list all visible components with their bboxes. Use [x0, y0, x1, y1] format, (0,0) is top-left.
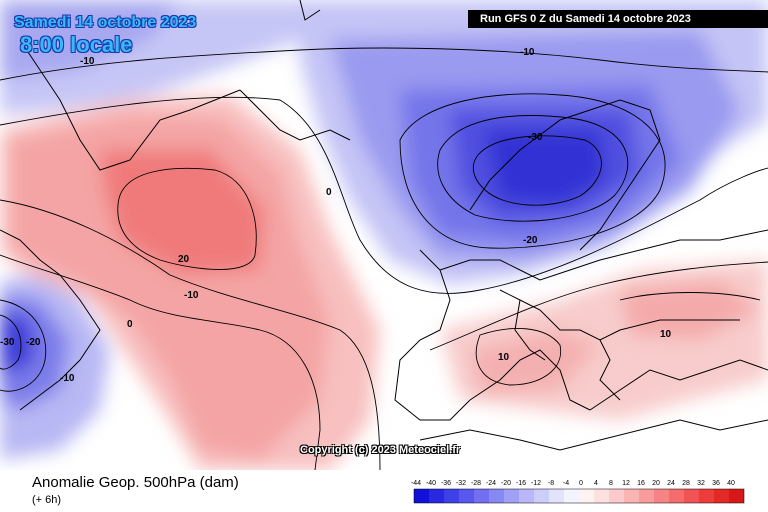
legend-tick-label: 40 — [727, 480, 735, 487]
legend-tick-label: -4 — [563, 480, 569, 487]
legend-swatch — [684, 489, 699, 503]
legend-swatch — [519, 489, 534, 503]
parameter-title: Anomalie Geop. 500hPa (dam) — [32, 474, 239, 491]
color-legend: -44 -40 -36 -32 -28 -24 -20 -16 -12 -8 -4 0 4 8 12 16 20… — [411, 480, 745, 504]
legend-swatch — [459, 489, 474, 503]
legend-swatch — [429, 489, 444, 503]
legend-swatch — [609, 489, 624, 503]
contour-label: -30 — [0, 337, 15, 348]
contour-labels: -10 -10 -30 -20 0 20 -10 0 -30 -20 -10 1… — [0, 47, 672, 384]
legend-tick-label: -36 — [441, 480, 451, 487]
legend-tick-label: 36 — [712, 480, 720, 487]
contour-label: 0 — [127, 319, 133, 330]
contour-label: 0 — [326, 187, 332, 198]
legend-swatch — [624, 489, 639, 503]
legend-tick-label: 16 — [637, 480, 645, 487]
forecast-offset: (+ 6h) — [32, 494, 62, 506]
contour-label: -20 — [26, 337, 41, 348]
legend-tick-label: -44 — [411, 480, 421, 487]
legend-swatch — [564, 489, 579, 503]
legend-swatch — [594, 489, 609, 503]
legend-swatch — [699, 489, 714, 503]
contour-label: -10 — [60, 373, 75, 384]
coastlines — [0, 0, 768, 451]
contour-label: 10 — [498, 352, 510, 363]
legend-tick-label: -32 — [456, 480, 466, 487]
forecast-time: 8:00 locale — [20, 32, 133, 57]
legend-tick-label: 32 — [697, 480, 705, 487]
legend-swatch — [639, 489, 654, 503]
legend-swatch — [669, 489, 684, 503]
legend-tick-label: -24 — [486, 480, 496, 487]
legend-swatch — [729, 489, 744, 503]
legend-border — [413, 488, 745, 504]
legend-swatch — [414, 489, 429, 503]
legend-tick-label: -28 — [471, 480, 481, 487]
legend-tick-label: 0 — [579, 480, 583, 487]
legend-tick-label: 8 — [609, 480, 613, 487]
legend-tick-label: 12 — [622, 480, 630, 487]
legend-swatch — [714, 489, 729, 503]
legend-tick-label: -12 — [531, 480, 541, 487]
legend-swatch — [444, 489, 459, 503]
legend-swatch — [579, 489, 594, 503]
contour-label: 10 — [660, 329, 672, 340]
legend-swatch — [489, 489, 504, 503]
contour-label: -10 — [520, 47, 535, 58]
forecast-date: Samedi 14 octobre 2023 — [14, 14, 197, 31]
legend-tick-label: -20 — [501, 480, 511, 487]
anomaly-map: -10 -10 -30 -20 0 20 -10 0 -30 -20 -10 1… — [0, 0, 768, 470]
footer: Anomalie Geop. 500hPa (dam) (+ 6h) -44 -4… — [0, 470, 768, 512]
legend-swatch — [534, 489, 549, 503]
contour-label: -10 — [80, 56, 95, 67]
legend-swatch — [654, 489, 669, 503]
model-run-label: Run GFS 0 Z du Samedi 14 octobre 2023 — [468, 10, 768, 28]
copyright-notice: Copyright (c) 2023 Meteociel.fr — [300, 444, 461, 456]
legend-tick-label: -16 — [516, 480, 526, 487]
legend-tick-label: 20 — [652, 480, 660, 487]
legend-swatch — [504, 489, 519, 503]
legend-tick-label: -40 — [426, 480, 436, 487]
legend-swatch — [474, 489, 489, 503]
contour-label: -20 — [523, 235, 538, 246]
legend-tick-label: 24 — [667, 480, 675, 487]
legend-tick-label: 4 — [594, 480, 598, 487]
legend-swatch — [549, 489, 564, 503]
legend-tick-label: -8 — [548, 480, 554, 487]
contour-label: 20 — [178, 254, 190, 265]
isolines — [0, 47, 768, 470]
contour-label: -10 — [184, 290, 199, 301]
contour-label: -30 — [528, 132, 543, 143]
legend-tick-label: 28 — [682, 480, 690, 487]
